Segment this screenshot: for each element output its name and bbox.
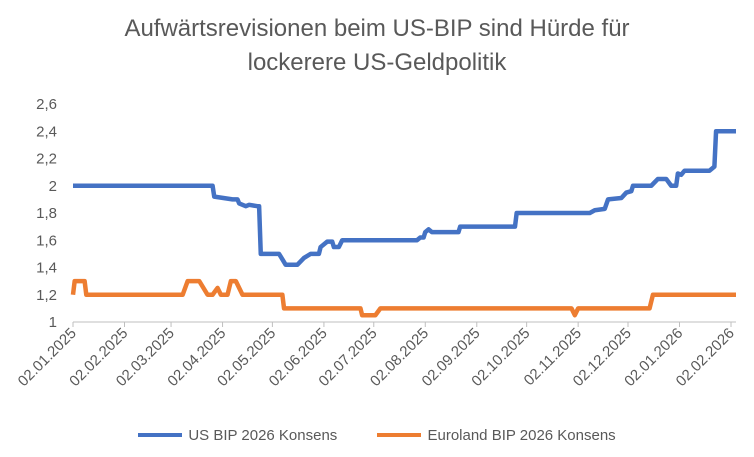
chart-title-line-2: lockerere US-Geldpolitik xyxy=(247,49,507,76)
y-tick-label: 2,4 xyxy=(36,123,57,140)
legend-item-us: US BIP 2026 Konsens xyxy=(138,427,337,444)
y-tick-label: 2,2 xyxy=(36,151,57,168)
chart-title: Aufwärtsrevisionen beim US-BIP sind Hürd… xyxy=(0,12,754,80)
legend: US BIP 2026 Konsens Euroland BIP 2026 Ko… xyxy=(0,424,754,444)
legend-label-euroland: Euroland BIP 2026 Konsens xyxy=(427,426,616,444)
series-line-euroland xyxy=(70,278,736,318)
y-tick-label: 1,2 xyxy=(36,287,57,304)
series-line-us xyxy=(73,129,736,268)
y-tick-label: 2,6 xyxy=(36,96,57,113)
y-tick-label: 1,8 xyxy=(36,205,57,222)
y-tick-label: 1,6 xyxy=(36,232,57,249)
legend-label-us: US BIP 2026 Konsens xyxy=(188,426,338,444)
legend-item-euroland: Euroland BIP 2026 Konsens xyxy=(377,426,616,444)
chart-title-line-1: Aufwärtsrevisionen beim US-BIP sind Hürd… xyxy=(124,15,630,42)
y-tick-label: 1 xyxy=(49,314,57,331)
legend-swatch-us xyxy=(138,433,183,437)
y-tick-label: 2 xyxy=(49,178,57,195)
legend-swatch-euroland xyxy=(377,433,422,437)
y-tick-label: 1,4 xyxy=(36,260,57,277)
